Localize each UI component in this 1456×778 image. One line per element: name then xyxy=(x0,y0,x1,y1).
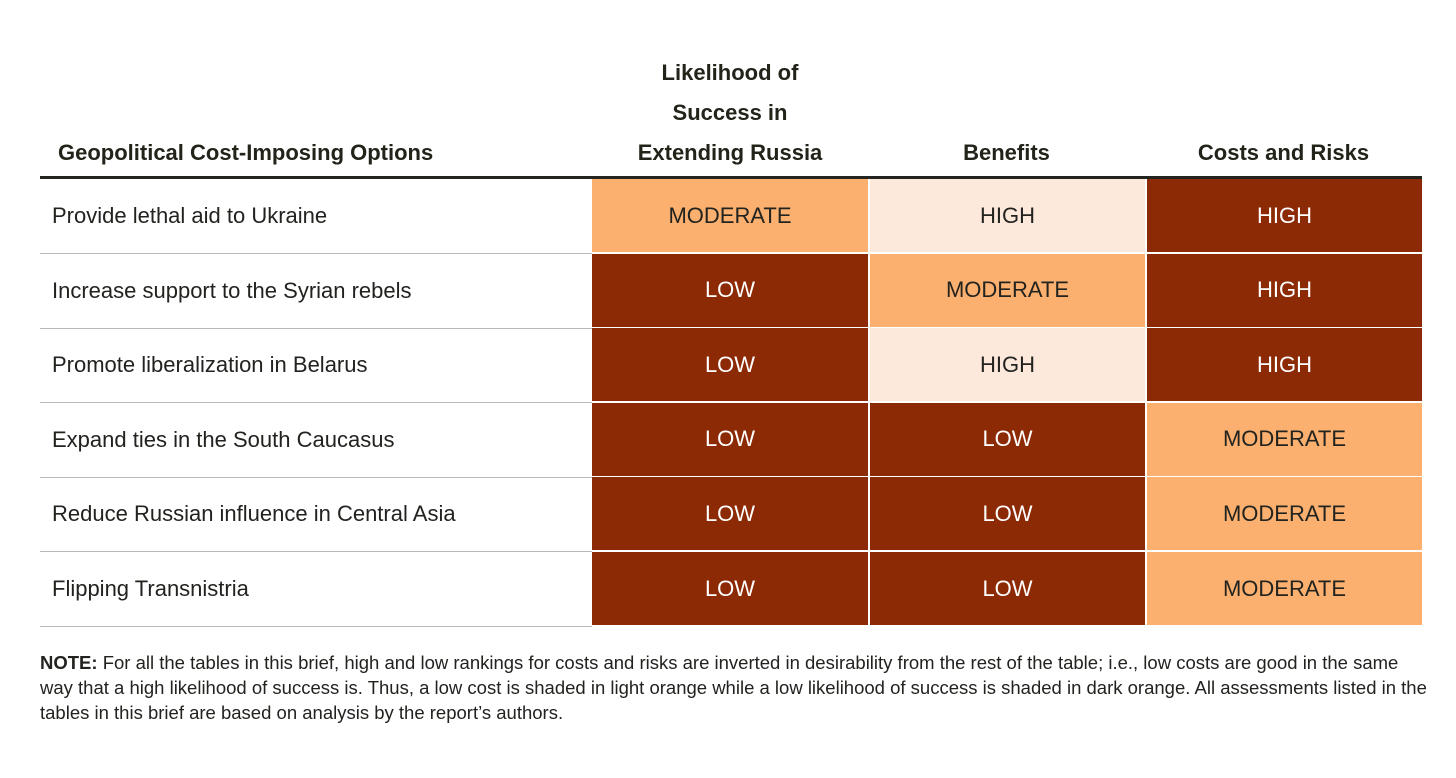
header-likelihood-line: Success in xyxy=(672,100,788,125)
costs-rating-cell: MODERATE xyxy=(1147,477,1422,551)
header-rule xyxy=(40,176,1422,179)
benefits-rating-cell: HIGH xyxy=(870,328,1145,402)
option-label: Reduce Russian influence in Central Asia xyxy=(40,477,592,553)
table-row: Reduce Russian influence in Central Asia… xyxy=(40,477,1422,553)
header-likelihood: Likelihood of Success in Extending Russia xyxy=(592,55,868,173)
likelihood-rating-cell: LOW xyxy=(592,328,868,402)
header-costs-label: Costs and Risks xyxy=(1197,140,1370,165)
note: NOTE: For all the tables in this brief, … xyxy=(40,650,1430,725)
header-options-label: Geopolitical Cost-Imposing Options xyxy=(58,140,434,165)
option-label: Increase support to the Syrian rebels xyxy=(40,254,592,329)
costs-rating-cell: MODERATE xyxy=(1147,402,1422,476)
table-row: Promote liberalization in Belarus LOW HIGH… xyxy=(40,328,1422,404)
table-row: Increase support to the Syrian rebels LOW… xyxy=(40,253,1422,329)
likelihood-rating-cell: LOW xyxy=(592,477,868,551)
costs-rating-cell: HIGH xyxy=(1147,253,1422,327)
costs-rating-cell: HIGH xyxy=(1147,328,1422,402)
table-row: Flipping Transnistria LOW LOW MODERATE xyxy=(40,552,1422,627)
option-label: Flipping Transnistria xyxy=(40,552,592,627)
benefits-rating-cell: MODERATE xyxy=(870,253,1145,327)
likelihood-rating-cell: LOW xyxy=(592,402,868,476)
note-label: NOTE: xyxy=(40,652,98,673)
option-label: Promote liberalization in Belarus xyxy=(40,328,592,404)
benefits-rating-cell: LOW xyxy=(870,402,1145,476)
header-benefits: Benefits xyxy=(868,55,1145,173)
table-row: Provide lethal aid to Ukraine MODERATE HIG… xyxy=(40,179,1422,254)
likelihood-rating-cell: MODERATE xyxy=(592,179,868,252)
header-options: Geopolitical Cost-Imposing Options xyxy=(58,55,578,173)
benefits-rating-cell: LOW xyxy=(870,477,1145,551)
option-label: Expand ties in the South Caucasus xyxy=(40,403,592,478)
header-benefits-label: Benefits xyxy=(963,140,1050,165)
header-likelihood-line: Extending Russia xyxy=(637,140,823,165)
option-label: Provide lethal aid to Ukraine xyxy=(40,179,592,254)
table-row: Expand ties in the South Caucasus LOW LOW M… xyxy=(40,402,1422,478)
costs-rating-cell: HIGH xyxy=(1147,179,1422,252)
costs-rating-cell: MODERATE xyxy=(1147,552,1422,625)
header-likelihood-line: Likelihood of xyxy=(661,60,799,85)
note-text: For all the tables in this brief, high a… xyxy=(40,652,1427,723)
likelihood-rating-cell: LOW xyxy=(592,253,868,327)
benefits-rating-cell: LOW xyxy=(870,552,1145,625)
header-costs: Costs and Risks xyxy=(1145,55,1422,173)
benefits-rating-cell: HIGH xyxy=(870,179,1145,252)
likelihood-rating-cell: LOW xyxy=(592,552,868,625)
